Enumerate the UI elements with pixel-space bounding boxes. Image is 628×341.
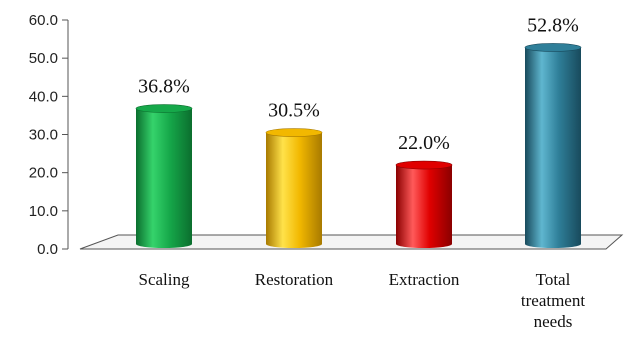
category-label: Scaling: [139, 270, 190, 289]
category-label: Total treatment needs: [521, 270, 585, 331]
y-tick-label: 60.0: [29, 12, 58, 29]
axis-layer: 0.0 10.0 20.0 30.0 40.0 50.0 60.0: [29, 12, 69, 258]
bar-top: [135, 104, 193, 113]
y-tick-label: 20.0: [29, 165, 58, 182]
bar-2: [265, 128, 323, 248]
bar-top: [524, 43, 582, 52]
y-tick-label: 50.0: [29, 50, 58, 67]
chart-floor: [79, 234, 624, 250]
floor-plane: [79, 234, 624, 250]
bar-top: [265, 128, 323, 137]
bar-body: [525, 47, 581, 249]
y-tick-label: 30.0: [29, 127, 58, 144]
bar-layer: [135, 43, 582, 249]
data-label: 22.0%: [398, 132, 450, 154]
bar-top: [395, 160, 453, 170]
bar-3: [395, 160, 453, 248]
data-label: 30.5%: [268, 100, 320, 122]
bar-body: [266, 132, 322, 248]
bar-body: [136, 108, 192, 249]
category-label: Restoration: [255, 270, 334, 289]
data-label: 52.8%: [527, 14, 579, 36]
bar-4: [524, 43, 582, 249]
category-label: Extraction: [389, 270, 460, 289]
bar-body: [396, 165, 452, 248]
y-tick-label: 10.0: [29, 203, 58, 220]
data-label: 36.8%: [138, 76, 190, 98]
y-tick-label: 40.0: [29, 88, 58, 105]
y-tick-label: 0.0: [37, 241, 58, 258]
data-label-layer: 36.8% 30.5% 22.0% 52.8%: [138, 14, 579, 154]
bar-1: [135, 104, 193, 249]
category-label-layer: Scaling Restoration Extraction Total treatme…: [139, 270, 586, 331]
